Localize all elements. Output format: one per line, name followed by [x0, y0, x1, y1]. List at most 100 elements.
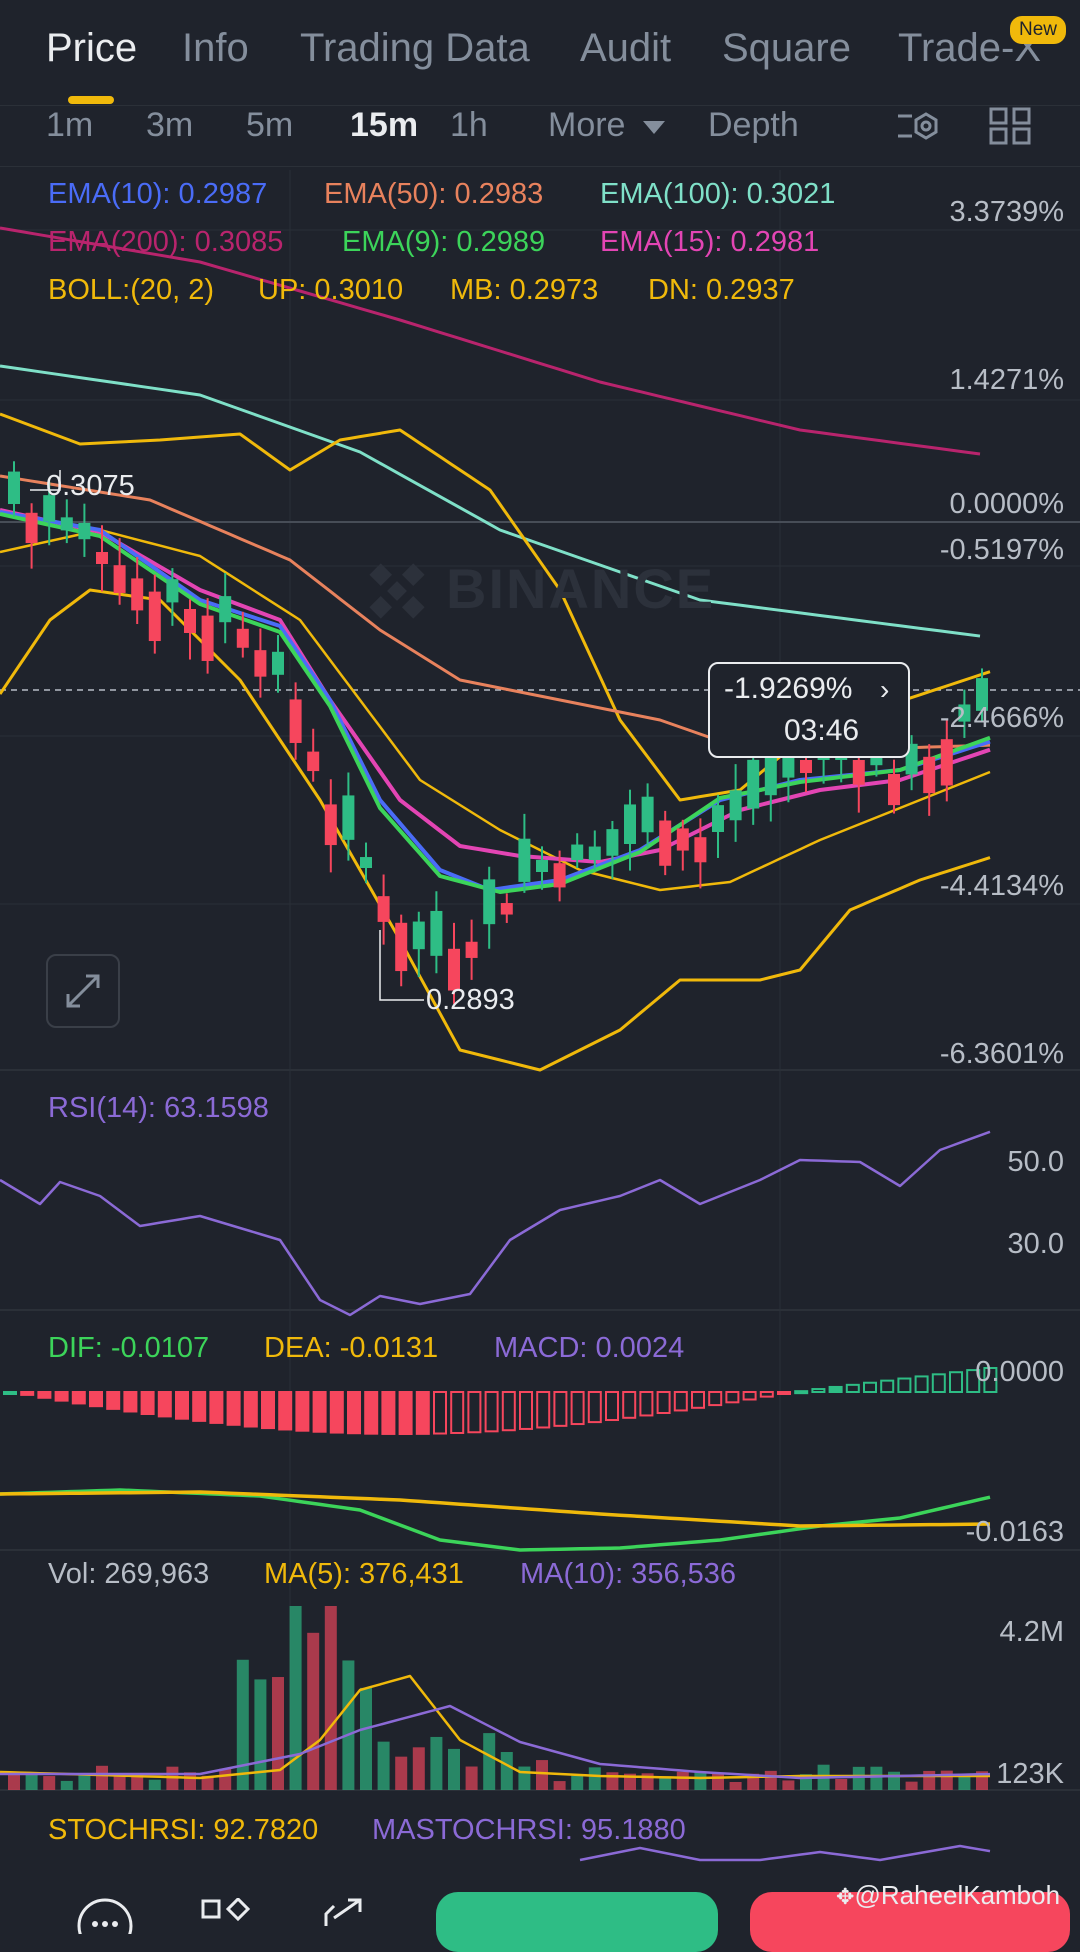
ema200-line	[0, 226, 981, 456]
low-marker	[379, 930, 424, 1001]
macd-bar	[966, 1369, 981, 1393]
candle-body	[43, 495, 56, 522]
candle-body	[412, 921, 425, 950]
candle-body	[219, 596, 232, 623]
volume-bar	[307, 1632, 320, 1790]
volume-bar	[289, 1606, 302, 1790]
candle-body	[25, 512, 38, 544]
macd-bar	[536, 1391, 551, 1429]
stochrsi-label: STOCHRSI: 92.7820	[48, 1814, 319, 1846]
candle-body	[518, 838, 531, 882]
dif-line	[0, 1488, 991, 1552]
candle-body	[201, 615, 214, 661]
interval-5m[interactable]: 5m	[246, 106, 294, 144]
macd-bar	[931, 1373, 946, 1394]
macd-bar	[37, 1391, 52, 1399]
interval-more[interactable]: More	[548, 106, 665, 145]
macd-bar	[708, 1391, 723, 1407]
volume-bar	[852, 1766, 865, 1790]
volume-bar	[923, 1770, 936, 1790]
volume-bar	[712, 1773, 724, 1790]
share-icon[interactable]	[320, 1896, 370, 1926]
fullscreen-icon	[66, 974, 100, 1008]
macd-bar	[622, 1391, 637, 1419]
fullscreen-button[interactable]	[46, 954, 120, 1028]
candle-body	[888, 774, 900, 806]
volume-bar	[764, 1770, 777, 1790]
volume-bar	[940, 1770, 953, 1790]
tab-trading-data[interactable]: Trading Data	[300, 26, 530, 70]
volume-bar	[483, 1733, 496, 1790]
candle-body	[940, 739, 953, 786]
chart-settings-icon[interactable]	[896, 108, 942, 146]
candle-body	[166, 579, 179, 603]
volume-bar	[905, 1781, 918, 1790]
volume-bar	[782, 1780, 795, 1790]
macd-bar	[54, 1391, 69, 1402]
candle-body	[448, 948, 460, 991]
volume-bar	[342, 1660, 355, 1790]
volume-bar	[219, 1768, 232, 1790]
interval-1h[interactable]: 1h	[450, 106, 488, 144]
candle-body	[659, 820, 672, 866]
volume-bar	[729, 1781, 742, 1790]
tab-price[interactable]: Price	[46, 26, 138, 70]
volume-bar	[131, 1774, 144, 1790]
layout-grid-icon[interactable]	[988, 106, 1032, 146]
volume-bar	[43, 1776, 56, 1790]
interval-3m[interactable]: 3m	[146, 106, 194, 144]
macd-axis-label: 0.0000	[975, 1356, 1064, 1388]
volume-bar	[588, 1767, 601, 1790]
new-badge: New	[1010, 16, 1067, 44]
macd-bar	[312, 1391, 327, 1433]
binance-small-icon: ✥	[836, 1884, 855, 1909]
user-watermark: ✥@RaheelKamboh	[836, 1880, 1061, 1910]
vol-label: Vol: 269,963	[48, 1558, 210, 1590]
macd-bar	[381, 1391, 396, 1435]
volume-bar	[25, 1774, 38, 1790]
macd-bar	[278, 1391, 293, 1431]
tab-square[interactable]: Square	[722, 26, 851, 70]
volume-bar	[412, 1747, 425, 1790]
macd-bar	[484, 1391, 499, 1433]
candle-body	[588, 846, 601, 860]
macd-dif-label: DIF: -0.0107	[48, 1332, 210, 1364]
current-price-tag[interactable]: -1.9269% › 03:46	[708, 662, 910, 758]
candle-body	[307, 751, 320, 772]
volume-bar	[324, 1606, 337, 1790]
macd-dea-label: DEA: -0.0131	[264, 1332, 439, 1364]
volume-bar	[113, 1774, 126, 1790]
candle-body	[60, 517, 73, 531]
interval-15m[interactable]: 15m	[350, 106, 419, 144]
macd-bar	[759, 1391, 774, 1398]
macd-bar	[656, 1391, 671, 1414]
volume-bar	[536, 1760, 548, 1790]
buy-button[interactable]	[436, 1892, 718, 1952]
ema200-label: EMA(200): 0.3085	[48, 226, 284, 258]
interval-depth[interactable]: Depth	[708, 106, 799, 144]
volume-bar	[958, 1776, 971, 1790]
candle-body	[465, 941, 478, 958]
vol-ma10-label: MA(10): 356,536	[520, 1558, 737, 1590]
candle-body	[113, 565, 126, 593]
binance-watermark: BINANCE	[446, 557, 716, 620]
macd-bar	[880, 1379, 895, 1394]
volume-bar	[360, 1687, 372, 1790]
interval-1m[interactable]: 1m	[46, 106, 94, 144]
tab-info[interactable]: Info	[182, 26, 249, 70]
shapes-icon[interactable]	[200, 1898, 252, 1928]
rsi-label: RSI(14): 63.1598	[48, 1092, 269, 1124]
current-change: -1.9269%	[724, 672, 853, 705]
candle-body	[624, 804, 636, 844]
more-icon[interactable]	[76, 1894, 134, 1934]
volume-bar	[78, 1773, 91, 1790]
volume-bar	[272, 1677, 284, 1790]
price-axis-label: -6.3601%	[939, 1038, 1064, 1070]
candle-body	[676, 828, 689, 851]
macd-bar	[3, 1391, 17, 1395]
tab-audit[interactable]: Audit	[580, 26, 672, 70]
candle-body	[342, 795, 355, 840]
macd-bar	[673, 1391, 688, 1412]
candle-body	[377, 896, 390, 922]
volume-bar	[870, 1766, 883, 1790]
